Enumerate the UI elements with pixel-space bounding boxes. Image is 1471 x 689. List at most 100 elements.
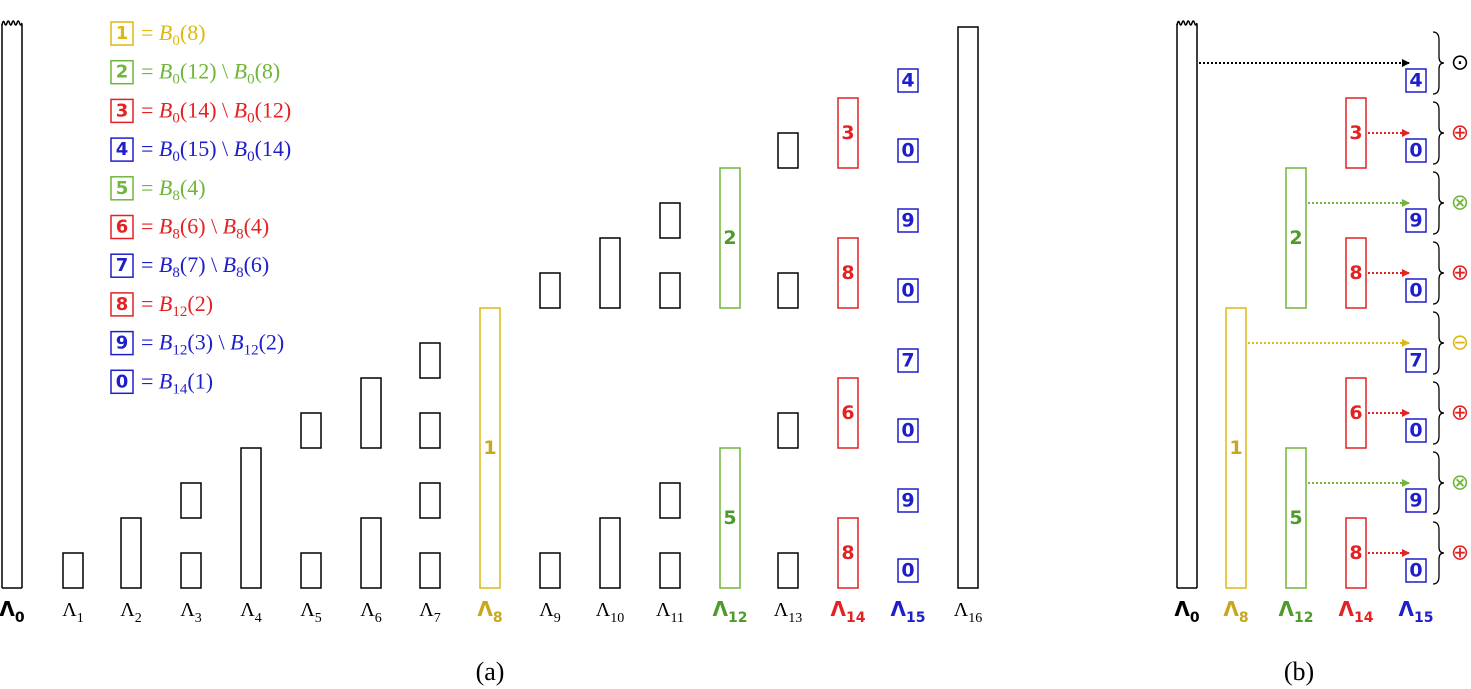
panel-a: 1 2 5 3 8 6 8 4 0 9 0 7 0 9 0 Λ0 Λ1 Λ2 Λ3 Λ4 Λ5 Λ6 Λ7 Λ8 Λ9 Λ10 Λ1… [0,20,982,626]
operator-symbol: ⊗ [1451,191,1469,216]
legend-digit: 7 [116,255,129,276]
operator-symbol: ⊕ [1451,541,1469,566]
block-l11 [659,552,681,589]
legend-item: 8 = B12(2) [110,291,213,320]
brace [1432,311,1445,375]
block-l9 [539,272,561,309]
block-l7 [419,342,441,379]
legend-digit: 9 [116,333,129,354]
legend-digit: 4 [116,139,129,160]
block-l15-label: 0 [901,560,914,582]
level-label-14: Λ14 [831,597,866,626]
block-b-l14-label: 3 [1349,122,1362,144]
block-l9 [539,552,561,589]
block-b-l15 [1405,418,1427,443]
block-b-l8-label: 1 [1229,437,1242,459]
legend-swatch [110,21,134,46]
block-b-l0-wavy-top [1176,20,1198,26]
legend-expression: = B0(8) [141,20,206,49]
block-l8 [479,307,501,589]
block-b-l15-label: 9 [1409,490,1422,512]
block-l15 [897,278,919,303]
level-label-10: Λ10 [596,599,625,626]
block-b-l15-label: 4 [1409,70,1422,92]
legend-item: 3 = B0(14) \ B0(12) [110,97,291,126]
block-l15 [897,418,919,443]
level-label-1: Λ1 [62,599,84,626]
legend-digit: 3 [116,100,129,121]
block-l15 [897,558,919,583]
block-l15 [897,488,919,513]
block-l15-label: 4 [901,70,914,92]
level-label-11: Λ11 [656,599,684,626]
operator-symbol: ⊖ [1451,331,1469,356]
block-b-l12-label: 5 [1289,507,1302,529]
block-b-l15-label: 7 [1409,350,1422,372]
level-label-b-2: Λ12 [1279,597,1314,626]
level-label-2: Λ2 [120,599,142,626]
block-b-l14-label: 6 [1349,402,1362,424]
panel-b: 1 2 5 3 8 6 8 4 0 9 0 7 0 9 0 ⊙ ⊕ ⊗ ⊕ ⊖ ⊕ ⊗ ⊕ Λ0 Λ8 Λ12 Λ14 Λ15 [1174,20,1469,626]
level-label-b-1: Λ8 [1223,597,1248,626]
level-label-b-4: Λ15 [1399,597,1434,626]
legend-swatch [110,330,134,356]
block-l14 [837,517,859,589]
legend-digit: 2 [116,62,129,83]
block-l11 [659,272,681,309]
legend-expression: = B12(3) \ B12(2) [141,330,284,359]
block-l15-label: 0 [901,420,914,442]
legend-expression: = B8(4) [141,175,206,204]
brace [1432,171,1445,235]
legend-swatch [110,59,134,85]
block-b-l15 [1405,488,1427,513]
level-label-0: Λ0 [0,597,25,626]
block-l11 [659,482,681,519]
legend-digit: 5 [116,178,129,199]
legend-swatch [110,98,134,124]
block-l3 [180,552,202,589]
legend-swatch [110,369,134,395]
block-b-l14 [1345,517,1367,589]
block-b-l15 [1405,68,1427,93]
block-l14-label: 3 [841,122,854,144]
legend-digit: 1 [116,23,129,44]
brace [1432,31,1445,95]
level-label-3: Λ3 [180,599,202,626]
block-l7 [419,482,441,519]
block-b-l15-label: 9 [1409,210,1422,232]
block-l7 [419,412,441,449]
level-label-16: Λ16 [954,599,983,626]
block-l13 [777,552,799,589]
legend-expression: = B14(1) [141,368,213,397]
block-l15 [897,68,919,93]
block-l0 [1,24,23,589]
block-b-l15 [1405,558,1427,583]
level-label-7: Λ7 [419,599,441,626]
legend-expression: = B0(12) \ B0(8) [141,59,280,88]
block-l15-label: 9 [901,210,914,232]
legend-item: 6 = B8(6) \ B8(4) [110,214,269,243]
level-label-12: Λ12 [713,597,748,626]
block-b-l15 [1405,138,1427,163]
caption-b: (b) [1284,657,1314,686]
legend-swatch [110,176,134,201]
level-label-4: Λ4 [240,599,262,626]
legend-item: 9 = B12(3) \ B12(2) [110,330,284,359]
level-label-15: Λ15 [891,597,926,626]
block-l13 [777,412,799,449]
operator-symbol: ⊕ [1451,401,1469,426]
block-l14-label: 8 [841,262,854,284]
level-label-5: Λ5 [300,599,322,626]
block-l4 [240,447,262,589]
block-l10 [599,237,621,309]
block-b-l12-label: 2 [1289,227,1302,249]
caption-a: (a) [476,657,505,686]
operator-symbol: ⊗ [1451,471,1469,496]
block-l15-label: 0 [901,140,914,162]
legend-item: 2 = B0(12) \ B0(8) [110,59,280,88]
block-l14 [837,237,859,309]
operator-symbol: ⊙ [1451,51,1469,76]
block-l5 [300,552,322,589]
legend-digit: 8 [116,294,129,315]
